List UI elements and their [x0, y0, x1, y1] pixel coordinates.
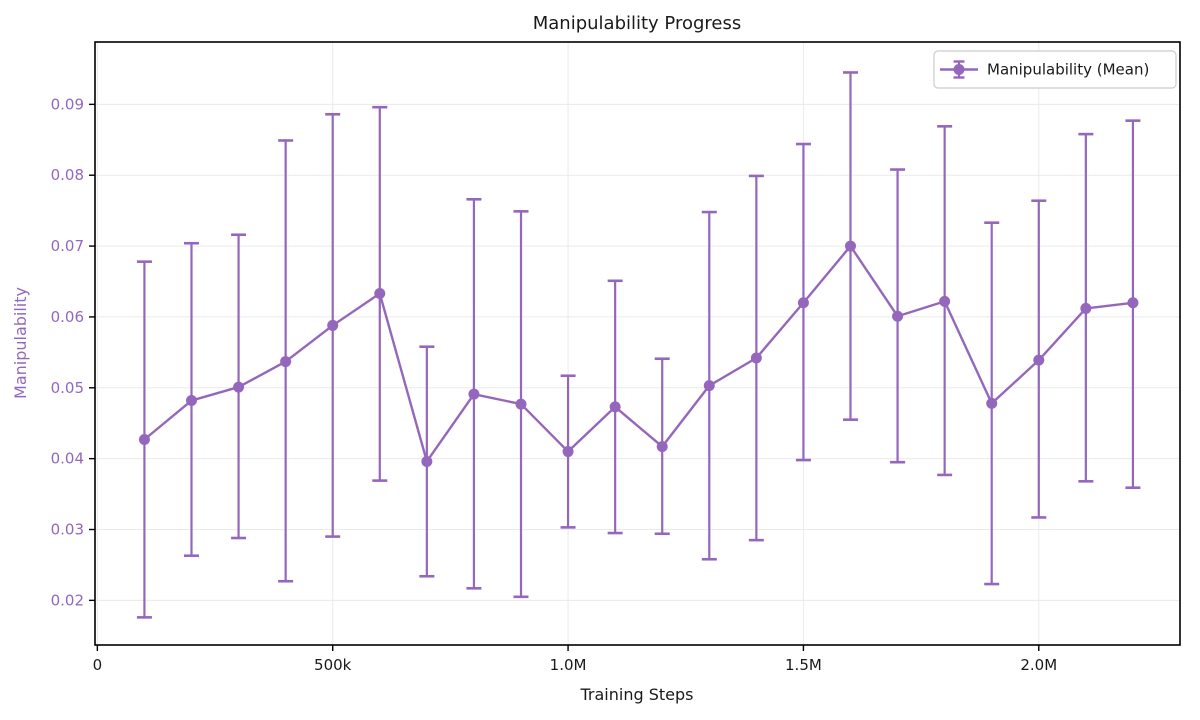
data-point-marker [609, 401, 621, 413]
data-point-marker [1033, 354, 1045, 366]
marker-layer [138, 240, 1139, 467]
x-tick-label: 1.5M [785, 656, 822, 674]
data-point-marker [515, 398, 527, 410]
plot-spines [94, 41, 1181, 646]
data-point-marker [797, 297, 809, 309]
x-tick-label: 2.0M [1020, 656, 1057, 674]
y-tick-label: 0.06 [51, 308, 84, 326]
data-point-marker [468, 388, 480, 400]
data-point-marker [562, 446, 574, 458]
data-point-marker [939, 295, 951, 307]
data-point-marker [1127, 297, 1139, 309]
data-point-marker [656, 441, 668, 453]
y-tick-label: 0.02 [51, 591, 84, 609]
y-tick-label: 0.07 [51, 237, 84, 255]
y-tick-label: 0.05 [51, 379, 84, 397]
y-tick-label: 0.04 [51, 450, 84, 468]
data-point-marker [1080, 302, 1092, 314]
tick-layer: 0 500k 1.0M 1.5M 2.0M 0.02 0.03 0.04 0.05 0.06 0.0… [51, 95, 1058, 674]
data-point-marker [421, 455, 433, 467]
chart-title: Manipulability Progress [533, 13, 742, 34]
errorbar-marker-icon [940, 60, 978, 79]
data-point-marker [138, 434, 150, 446]
data-point-marker [280, 356, 292, 368]
y-tick-label: 0.08 [51, 166, 84, 184]
data-point-marker [750, 352, 762, 364]
data-point-marker [374, 288, 386, 300]
x-tick-label: 0 [93, 656, 103, 674]
data-point-marker [844, 240, 856, 252]
y-tick-label: 0.03 [51, 521, 84, 539]
line-layer [143, 244, 1134, 463]
data-point-marker [892, 310, 904, 322]
y-axis-label: Manipulability [11, 287, 30, 399]
x-tick-label: 1.0M [550, 656, 587, 674]
mean-line [143, 244, 1134, 463]
legend-box [933, 50, 1177, 89]
legend: Manipulability (Mean) [933, 50, 1177, 89]
y-tick-label: 0.09 [51, 95, 84, 113]
x-axis-label: Training Steps [580, 685, 694, 704]
data-point-marker [327, 319, 339, 331]
data-point-marker [233, 381, 245, 393]
data-point-marker [703, 380, 715, 392]
data-point-marker [986, 397, 998, 409]
x-tick-label: 500k [314, 656, 352, 674]
data-point-marker [185, 395, 197, 407]
legend-label: Manipulability (Mean) [987, 61, 1149, 79]
